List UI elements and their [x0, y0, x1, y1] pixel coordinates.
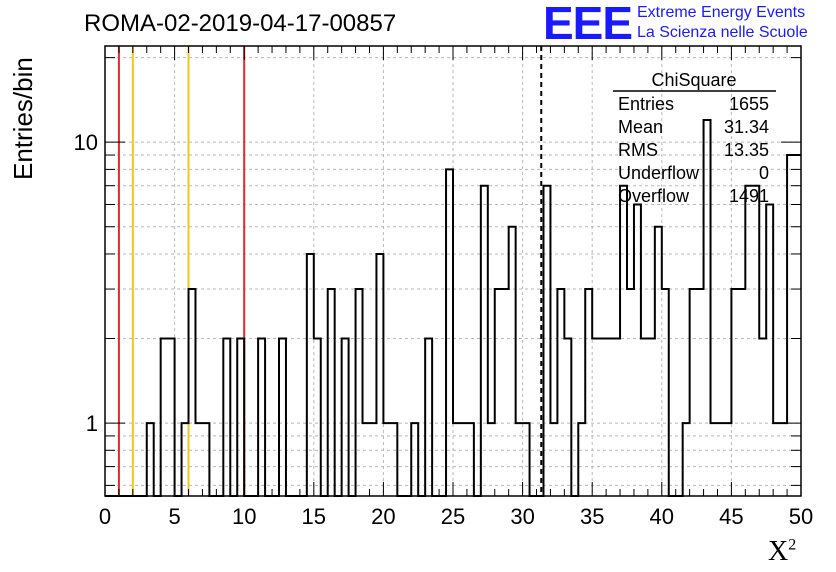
- histogram-bin: [481, 186, 488, 496]
- stats-row-value: 13.35: [724, 140, 769, 160]
- histogram-bin: [495, 289, 502, 496]
- histogram-bin: [314, 339, 321, 496]
- histogram-bin: [613, 339, 620, 496]
- histogram-bin: [328, 289, 335, 496]
- histogram-bin: [752, 186, 759, 496]
- stats-row-label: RMS: [618, 140, 658, 160]
- eee-logo-mark: EEE: [543, 0, 633, 49]
- logo-line-1: Extreme Energy Events: [637, 4, 806, 21]
- stats-row-value: 0: [759, 163, 769, 183]
- histogram-bin: [307, 254, 314, 496]
- histogram-bin: [237, 339, 244, 496]
- x-tick-label: 0: [99, 504, 111, 529]
- x-tick-label: 30: [510, 504, 534, 529]
- histogram-bin: [502, 289, 509, 496]
- histogram-bin: [279, 339, 286, 496]
- stats-row-label: Entries: [618, 94, 674, 114]
- x-tick-label: 40: [650, 504, 674, 529]
- x-tick-label: 20: [371, 504, 395, 529]
- histogram-bin: [161, 339, 168, 496]
- histogram-bin: [168, 339, 175, 496]
- histogram-bin: [745, 186, 752, 496]
- histogram-bin: [592, 339, 599, 496]
- histogram-bin: [425, 339, 432, 496]
- histogram-bin: [585, 289, 592, 496]
- histogram-bin: [641, 339, 648, 496]
- x-tick-label: 5: [168, 504, 180, 529]
- stats-row-label: Overflow: [618, 186, 690, 206]
- x-tick-label: 45: [719, 504, 743, 529]
- histogram-bin: [759, 339, 766, 496]
- histogram-bin: [662, 289, 669, 496]
- histogram-bin: [766, 204, 773, 496]
- histogram-bin: [620, 186, 627, 496]
- histogram-bin: [627, 289, 634, 496]
- histogram-bin: [738, 289, 745, 496]
- histogram-bin: [509, 227, 516, 496]
- x-tick-label: 15: [302, 504, 326, 529]
- histogram-bin: [223, 339, 230, 496]
- histogram-bin: [787, 155, 794, 496]
- stats-row-value: 1491: [729, 186, 769, 206]
- histogram-bin: [342, 339, 349, 496]
- histogram-bin: [697, 289, 704, 496]
- stats-box-title: ChiSquare: [651, 70, 736, 90]
- histogram-bin: [599, 339, 606, 496]
- stats-row-label: Underflow: [618, 163, 700, 183]
- histogram-bin: [557, 289, 564, 496]
- logo-line-2: La Scienza nelle Scuole: [637, 24, 808, 41]
- histogram-bin: [690, 289, 697, 496]
- histogram-bin: [606, 339, 613, 496]
- histogram-bin: [543, 186, 550, 496]
- chart-title: ROMA-02-2019-04-17-00857: [84, 10, 397, 37]
- histogram-bin: [564, 339, 571, 496]
- histogram-bin: [634, 204, 641, 496]
- histogram-bin: [648, 339, 655, 496]
- x-axis-label: X2: [768, 536, 796, 568]
- histogram-bin: [794, 155, 801, 496]
- x-tick-label: 35: [580, 504, 604, 529]
- x-tick-label: 10: [232, 504, 256, 529]
- histogram-bin: [258, 339, 265, 496]
- histogram-bin: [189, 289, 196, 496]
- histogram-bin: [731, 289, 738, 496]
- x-axis-label-superscript: 2: [788, 536, 797, 554]
- histogram-bin: [376, 254, 383, 496]
- x-tick-label: 50: [789, 504, 813, 529]
- histogram-bin: [446, 169, 453, 496]
- histogram-bin: [704, 120, 711, 496]
- histogram-bin: [655, 227, 662, 496]
- x-axis-label-symbol: X: [768, 536, 789, 567]
- x-tick-label: 25: [441, 504, 465, 529]
- stats-row-value: 31.34: [724, 117, 769, 137]
- stats-row-value: 1655: [729, 94, 769, 114]
- stats-row-label: Mean: [618, 117, 663, 137]
- y-tick-label: 1: [86, 411, 98, 436]
- histogram-bin: [356, 289, 363, 496]
- y-tick-label: 10: [74, 130, 98, 155]
- eee-logo: EEE Extreme Energy Events La Scienza nel…: [543, 0, 833, 49]
